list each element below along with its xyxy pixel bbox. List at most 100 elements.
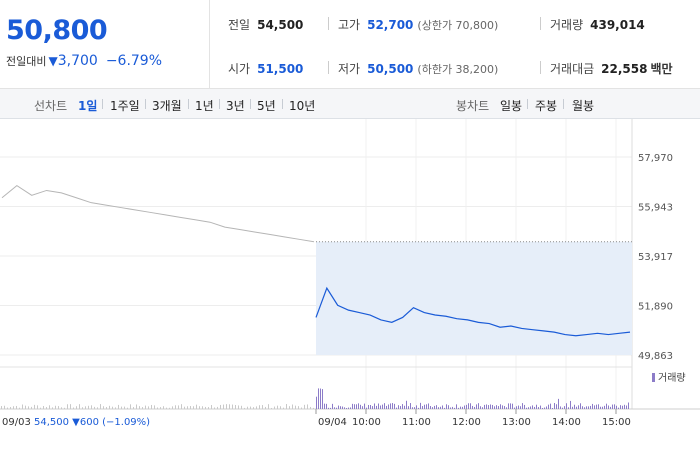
- volume-bar: [372, 406, 373, 409]
- volume-bar: [118, 404, 119, 409]
- volume-bar: [217, 406, 218, 409]
- volume-bar: [508, 403, 509, 409]
- volume-bar: [362, 406, 363, 409]
- volume-bar: [22, 404, 23, 409]
- volume-bar: [70, 404, 71, 409]
- volume-bar: [576, 406, 577, 409]
- volume-bar: [530, 406, 531, 409]
- volume-bar: [582, 406, 583, 409]
- volume-bar: [142, 407, 143, 409]
- x-axis: 09/03 54,500 ▼600 (−1.09%) 09/04 10:00 11:00…: [2, 409, 631, 428]
- volume-bar: [364, 403, 365, 409]
- stat-unit: 백만: [650, 62, 673, 76]
- volume-bar: [352, 403, 353, 409]
- volume-bar: [344, 407, 345, 409]
- volume-legend-swatch: [652, 373, 655, 382]
- volume-bar: [450, 407, 451, 409]
- volume-bar: [289, 406, 290, 409]
- volume-bar: [598, 404, 599, 409]
- price-chart[interactable]: 57,970 55,943 53,917 51,890 49,863 거래량 09/03…: [0, 119, 700, 450]
- tab-1week[interactable]: 1주일: [110, 99, 140, 113]
- volume-bar: [88, 405, 89, 409]
- volume-bar: [600, 406, 601, 409]
- tab-1year[interactable]: 1년: [195, 99, 214, 113]
- volume-bar: [554, 403, 555, 409]
- stat-value: 22,558: [601, 62, 648, 76]
- tab-3months[interactable]: 3개월: [152, 99, 182, 113]
- volume-bar: [366, 407, 367, 409]
- tab-daily-candle[interactable]: 일봉: [500, 99, 523, 113]
- volume-bar: [115, 407, 116, 409]
- volume-bar: [620, 405, 621, 409]
- stat-value: 52,700: [367, 18, 414, 32]
- volume-bar: [394, 403, 395, 409]
- volume-bar: [534, 406, 535, 409]
- volume-bar: [610, 406, 611, 409]
- volume-bar: [320, 388, 321, 409]
- volume-bar: [130, 404, 131, 409]
- stat-label: 전일: [228, 18, 251, 32]
- volume-bar: [426, 404, 427, 409]
- x-tick-label: 13:00: [502, 417, 531, 428]
- volume-bar: [616, 405, 617, 409]
- volume-bar: [478, 403, 479, 409]
- volume-bar: [422, 406, 423, 409]
- stat-open: 시가 51,500: [228, 60, 303, 77]
- tab-monthly-candle[interactable]: 월봉: [572, 99, 595, 113]
- volume-bar: [310, 406, 311, 409]
- volume-bar: [136, 404, 137, 409]
- x-tick-label: 15:00: [602, 417, 631, 428]
- volume-bar: [301, 407, 302, 409]
- volume-bar: [596, 404, 597, 409]
- volume-bar: [602, 406, 603, 409]
- volume-bar: [430, 406, 431, 409]
- volume-bar: [516, 406, 517, 409]
- volume-bar: [494, 406, 495, 409]
- volume-bar: [187, 406, 188, 409]
- current-price: 50,800: [6, 15, 108, 46]
- volume-bar: [436, 405, 437, 409]
- divider: [540, 61, 541, 74]
- change-percent: −6.79%: [105, 53, 163, 69]
- divider: [145, 99, 146, 109]
- divider: [250, 99, 251, 109]
- volume-bar: [440, 406, 441, 409]
- volume-bar: [19, 407, 20, 409]
- volume-bar: [61, 407, 62, 409]
- tab-3years[interactable]: 3년: [226, 99, 245, 113]
- volume-bar: [460, 406, 461, 409]
- volume-bar: [166, 407, 167, 409]
- volume-bar: [502, 405, 503, 409]
- volume-bar: [324, 403, 325, 409]
- change-row: 전일대비 ▼3,700 −6.79%: [6, 53, 162, 69]
- volume-bar: [614, 404, 615, 409]
- tab-1day[interactable]: 1일: [78, 99, 98, 113]
- volume-bar: [346, 407, 347, 409]
- down-triangle-icon: ▼: [48, 54, 58, 68]
- tab-10years[interactable]: 10년: [289, 99, 316, 113]
- volume-bar: [37, 405, 38, 409]
- volume-bar: [247, 406, 248, 409]
- volume-bar: [558, 398, 559, 409]
- volume-bar: [28, 406, 29, 409]
- volume-bar: [58, 406, 59, 409]
- volume-bar: [106, 407, 107, 409]
- tab-5years[interactable]: 5년: [257, 99, 276, 113]
- volume-bar: [564, 406, 565, 409]
- volume-bar: [148, 406, 149, 409]
- volume-bar: [536, 404, 537, 409]
- volume-bar: [418, 407, 419, 409]
- volume-bar: [370, 404, 371, 409]
- volume-bar: [356, 404, 357, 409]
- chart-lines: [1, 184, 631, 337]
- volume-bar: [82, 407, 83, 409]
- volume-bar: [295, 405, 296, 409]
- quote-summary: 50,800 전일대비 ▼3,700 −6.79% 전일 54,500 고가 52,70…: [0, 0, 700, 89]
- volume-bar: [334, 407, 335, 409]
- volume-bar: [442, 405, 443, 409]
- tab-weekly-candle[interactable]: 주봉: [535, 99, 558, 113]
- volume-bar: [480, 406, 481, 409]
- volume-bar: [226, 404, 227, 409]
- stat-label: 시가: [228, 62, 251, 76]
- divider: [328, 17, 329, 30]
